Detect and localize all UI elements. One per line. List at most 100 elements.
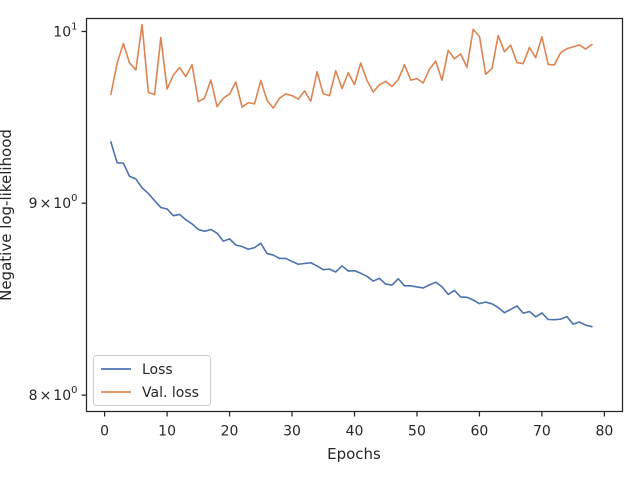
- series-0-point-53: [441, 286, 443, 288]
- series-1-point-41: [366, 79, 368, 82]
- series-0-point-8: [160, 206, 162, 209]
- series-0-point-75: [578, 321, 581, 323]
- series-1-point-50: [422, 82, 424, 84]
- series-0-point-50: [422, 287, 424, 289]
- legend-box: [93, 355, 211, 406]
- series-1-point-45: [391, 85, 393, 88]
- series-1-point-16: [210, 79, 212, 81]
- series-0-point-68: [535, 316, 537, 318]
- series-1-point-2: [122, 42, 124, 45]
- x-axis-label: Epochs: [327, 445, 381, 463]
- series-1-point-62: [497, 34, 499, 37]
- series-1-point-31: [303, 90, 306, 92]
- series-1-point-52: [435, 60, 437, 62]
- series-1-point-24: [260, 79, 262, 82]
- series-1-point-66: [522, 62, 524, 65]
- series-0-point-60: [485, 301, 487, 303]
- x-tick-label-6: 60: [471, 424, 489, 440]
- series-1-point-42: [372, 91, 374, 93]
- series-1-point-18: [222, 97, 224, 99]
- x-tick-label-0: 0: [100, 424, 109, 440]
- series-1-point-9: [166, 88, 168, 90]
- series-0-point-20: [235, 244, 237, 246]
- series-1-point-53: [441, 79, 443, 81]
- y-tick-label-exp_base: 10: [53, 388, 71, 404]
- series-0-point-32: [310, 262, 312, 264]
- series-1-point-39: [353, 83, 356, 86]
- series-0-point-2: [122, 162, 124, 164]
- series-1-point-54: [447, 49, 449, 51]
- series-1-point-75: [578, 44, 581, 46]
- series-0-point-45: [391, 284, 393, 286]
- series-1-point-25: [266, 99, 268, 101]
- series-1-point-14: [197, 101, 199, 103]
- series-1: [110, 23, 593, 109]
- series-1-point-7: [153, 94, 156, 96]
- series-0-point-62: [497, 306, 499, 309]
- y-tick-label-exp: 1: [71, 21, 77, 32]
- x-tick-label-5: 50: [408, 424, 426, 440]
- x-tick-label-4: 40: [346, 424, 364, 440]
- series-0-point-51: [428, 284, 431, 286]
- series-0-point-67: [528, 310, 531, 313]
- y-tick-label-0: 8 × 100: [29, 385, 78, 404]
- x-tick-label-7: 70: [533, 424, 551, 440]
- legend: Loss Val. loss: [93, 355, 211, 406]
- series-0-point-49: [416, 286, 418, 288]
- series-0-point-30: [297, 263, 299, 265]
- x-tick-label-1: 10: [158, 424, 176, 440]
- series-0-point-56: [460, 296, 462, 298]
- series-0-point-40: [360, 272, 362, 274]
- series-0-point-69: [541, 312, 543, 314]
- series-1-point-43: [378, 84, 381, 86]
- series-1-point-10: [172, 74, 174, 76]
- series-1-point-5: [141, 24, 143, 26]
- series-1-point-27: [278, 97, 281, 99]
- series-0-point-15: [203, 230, 206, 232]
- series-0-point-9: [166, 208, 168, 210]
- series-line-0: [110, 141, 593, 328]
- series-1-point-71: [553, 64, 556, 66]
- series-0-point-63: [503, 312, 506, 314]
- series-1-point-77: [591, 43, 593, 46]
- series-1-point-65: [516, 61, 518, 64]
- series-1-point-37: [341, 87, 343, 90]
- series-1-point-72: [560, 52, 562, 54]
- series-1-point-47: [403, 64, 406, 66]
- series-0-point-10: [172, 215, 174, 217]
- series-0-point-47: [403, 285, 406, 287]
- series-1-point-28: [285, 93, 287, 95]
- series-0-point-0: [110, 141, 112, 143]
- series-1-point-0: [110, 93, 112, 95]
- series-0-point-54: [447, 293, 449, 296]
- series-1-point-15: [203, 97, 206, 99]
- series-1-point-19: [228, 93, 231, 95]
- series-1-point-73: [566, 48, 568, 50]
- series-0-point-73: [566, 315, 568, 318]
- series-0-point-76: [585, 324, 587, 326]
- series-0-point-18: [222, 240, 224, 242]
- series-1-point-46: [397, 79, 399, 81]
- series-0-point-42: [372, 280, 374, 282]
- series-0-point-7: [153, 200, 156, 202]
- series-0-point-29: [291, 260, 293, 263]
- y-tick-label-exp: 0: [71, 193, 77, 204]
- series-0-point-52: [435, 281, 437, 283]
- series-0-point-36: [335, 271, 337, 273]
- series-1-point-8: [160, 36, 162, 39]
- series-0-point-11: [178, 213, 181, 216]
- series-1-point-34: [322, 93, 324, 95]
- series-1-point-38: [347, 72, 349, 74]
- series-1-point-13: [191, 64, 193, 66]
- y-tick-label-exp_base: 10: [53, 196, 71, 212]
- series-0-point-58: [472, 299, 474, 301]
- series-0-point-37: [341, 265, 343, 267]
- y-tick-label-times: ×: [40, 388, 52, 404]
- series-0-point-44: [385, 283, 387, 285]
- series-0-point-31: [303, 262, 306, 265]
- series-0-point-77: [591, 326, 593, 328]
- series-1-point-21: [241, 106, 243, 108]
- series-1-point-64: [510, 44, 512, 46]
- series-0-point-24: [260, 242, 262, 244]
